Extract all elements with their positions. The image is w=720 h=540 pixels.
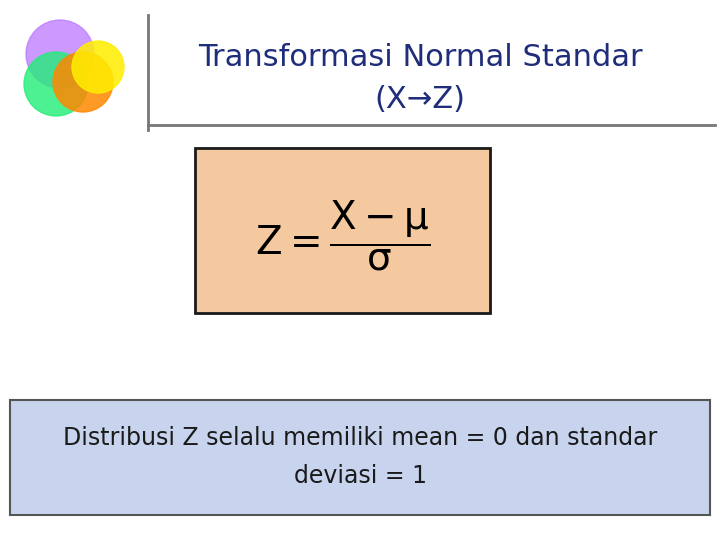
Text: Transformasi Normal Standar: Transformasi Normal Standar: [198, 44, 642, 72]
Circle shape: [24, 52, 88, 116]
Circle shape: [26, 20, 94, 88]
Circle shape: [72, 41, 124, 93]
Text: Distribusi Z selalu memiliki mean = 0 dan standar: Distribusi Z selalu memiliki mean = 0 da…: [63, 426, 657, 450]
Bar: [195, 148, 490, 313]
Text: (X→Z): (X→Z): [374, 85, 466, 114]
Bar: [10, 400, 710, 515]
Text: $\mathsf{Z = \dfrac{X - \mu}{\sigma}}$: $\mathsf{Z = \dfrac{X - \mu}{\sigma}}$: [255, 198, 431, 273]
Circle shape: [53, 52, 113, 112]
Text: deviasi = 1: deviasi = 1: [294, 464, 426, 488]
